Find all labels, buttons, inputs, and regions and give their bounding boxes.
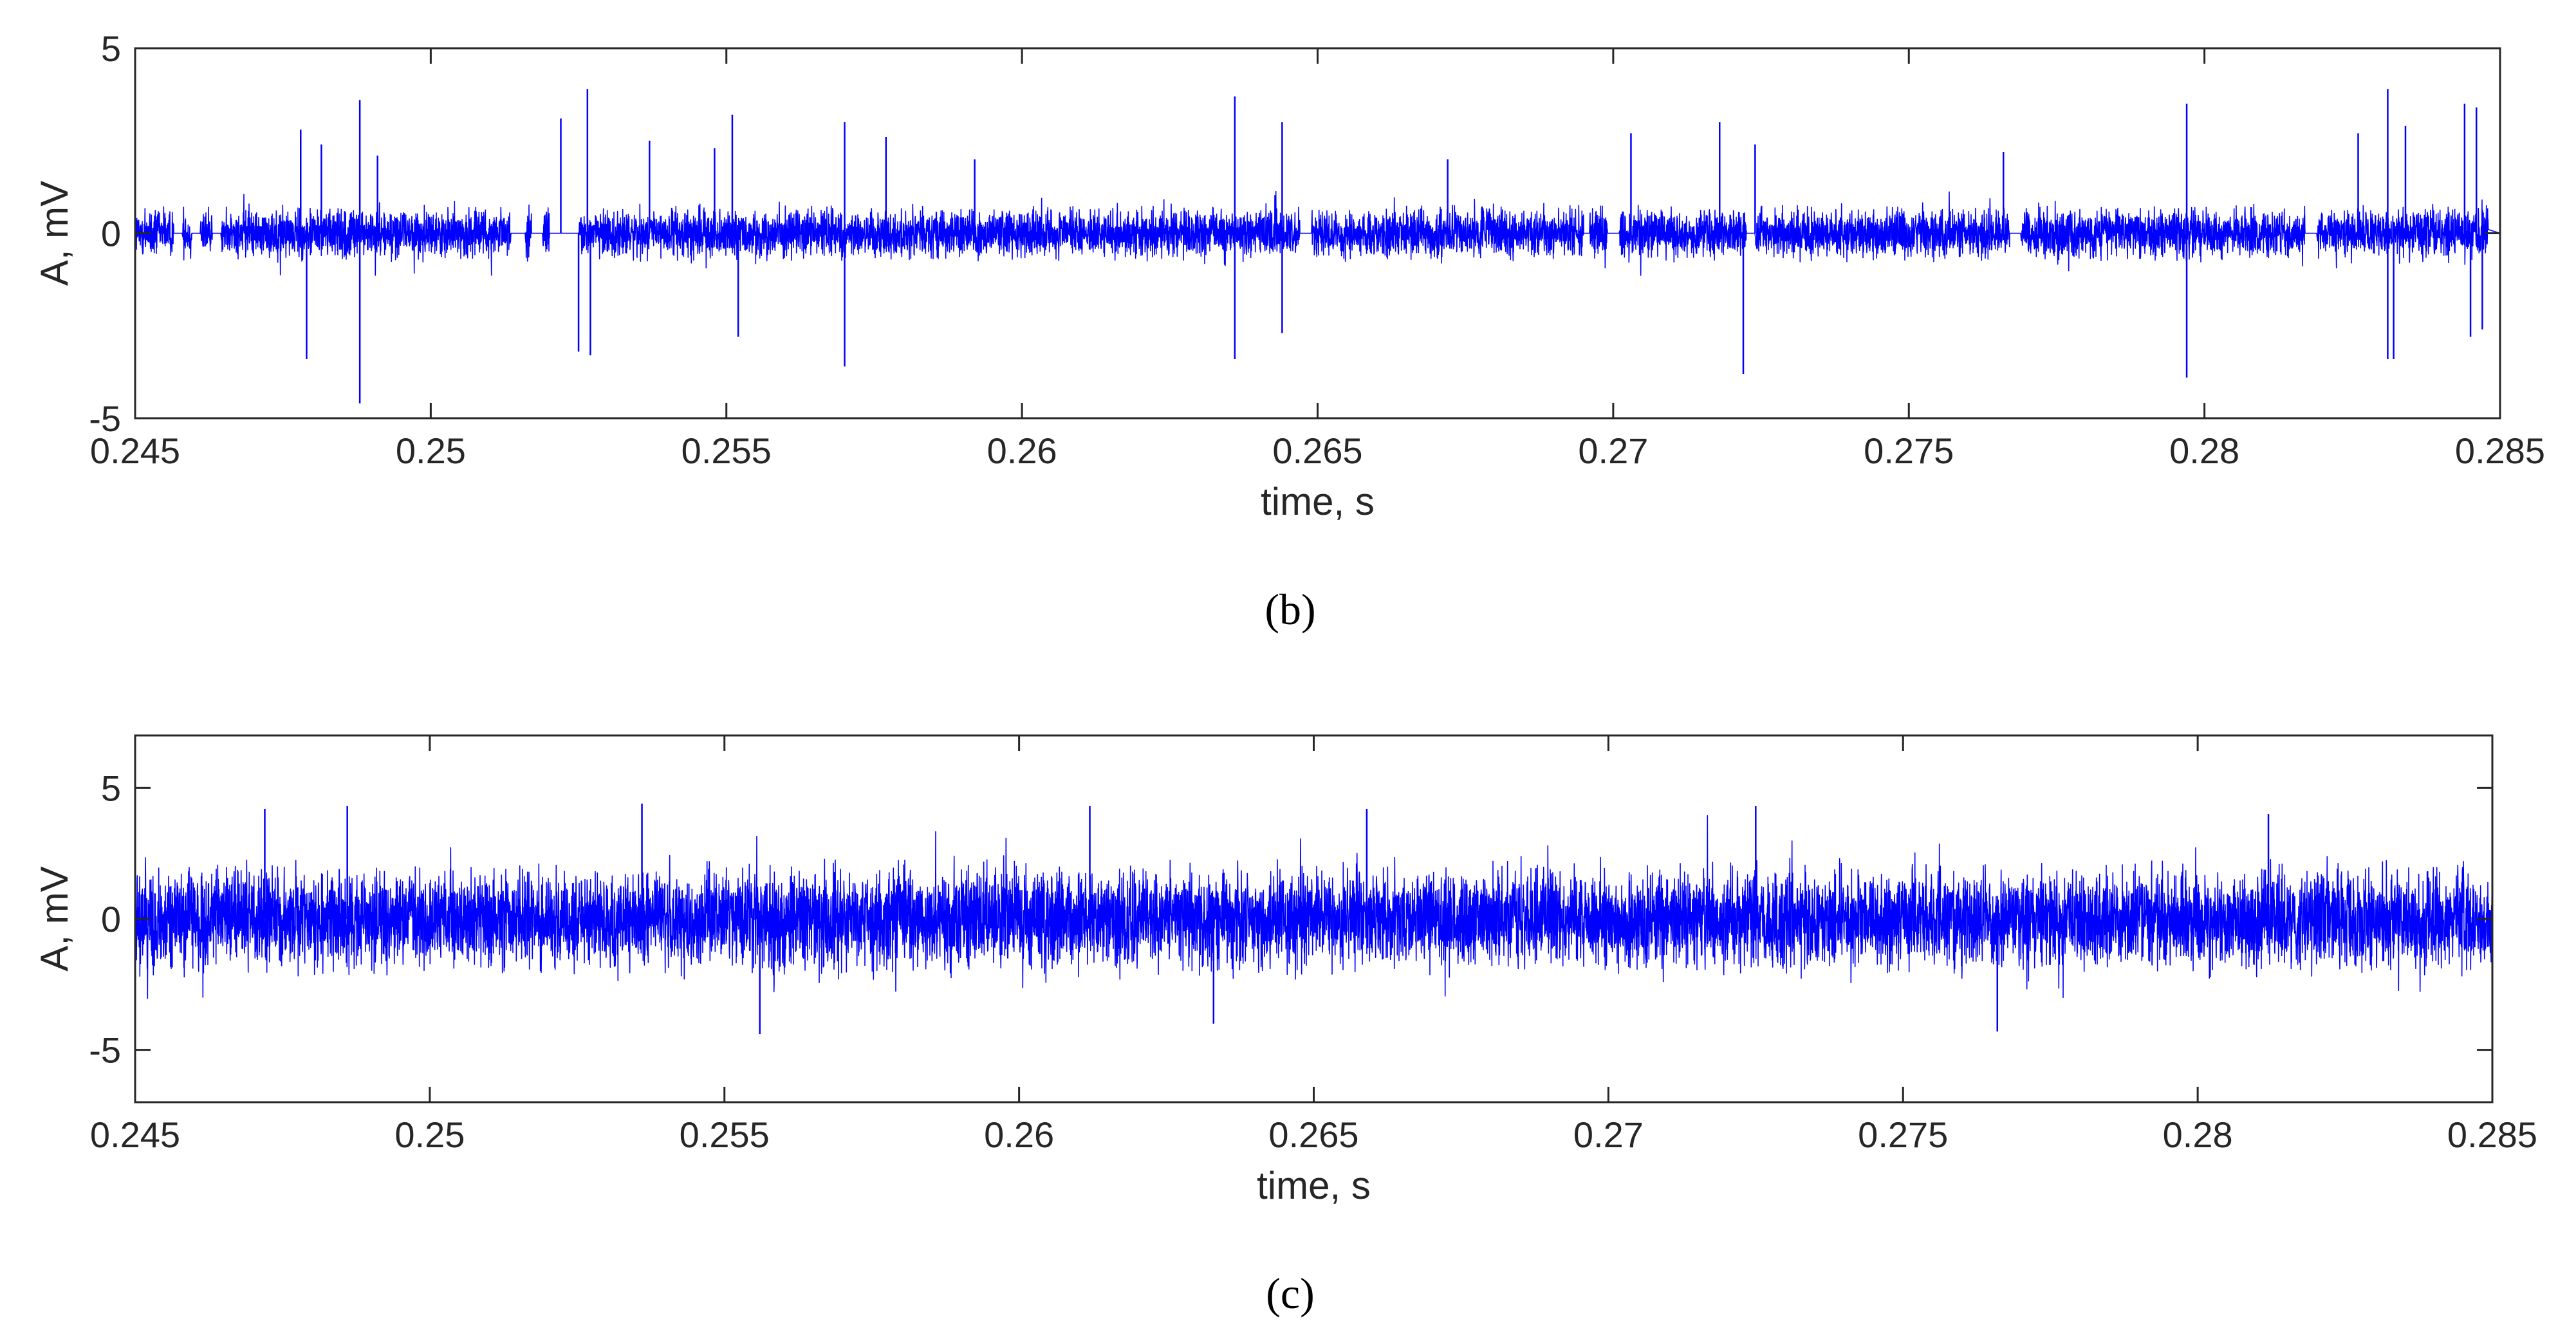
x-tick-label-c-5: 0.27	[1573, 1114, 1644, 1155]
y-axis-label-c: A, mV	[33, 866, 76, 971]
y-tick-label-b-2: 5	[101, 28, 121, 69]
x-tick-label-c-3: 0.26	[984, 1114, 1054, 1155]
y-axis-label-b: A, mV	[33, 181, 76, 286]
panel-caption-b: (b)	[1265, 585, 1315, 634]
x-tick-label-b-6: 0.275	[1864, 430, 1954, 471]
y-tick-label-c-2: 5	[101, 768, 121, 808]
x-axis-label-b: time, s	[1261, 480, 1375, 523]
chart-panel-b: 0.245 0.25 0.255 0.26 0.265 0.27 0.275 0.28 0.28…	[33, 28, 2545, 634]
x-tick-label-c-6: 0.275	[1858, 1114, 1948, 1155]
y-axis-ticks-b: -5 0 5	[89, 28, 2500, 439]
x-tick-label-b-5: 0.27	[1578, 430, 1648, 471]
y-tick-label-b-0: -5	[89, 398, 121, 439]
x-tick-label-b-7: 0.28	[2169, 430, 2239, 471]
x-tick-label-c-1: 0.25	[394, 1114, 465, 1155]
x-tick-label-c-7: 0.28	[2163, 1114, 2233, 1155]
x-tick-label-c-2: 0.255	[680, 1114, 770, 1155]
x-axis-ticks-b: 0.245 0.25 0.255 0.26 0.265 0.27 0.275 0.28 0.28…	[90, 48, 2545, 471]
x-axis-ticks-c: 0.245 0.25 0.255 0.26 0.265 0.27 0.275 0.28 0.28…	[90, 735, 2537, 1155]
x-tick-label-b-8: 0.285	[2455, 430, 2545, 471]
y-axis-ticks-c: -5 0 5	[89, 768, 2492, 1071]
y-tick-label-c-0: -5	[89, 1030, 121, 1071]
signal-series-b	[134, 89, 2501, 403]
y-tick-label-c-1: 0	[101, 899, 121, 939]
x-tick-label-b-1: 0.25	[396, 430, 466, 471]
x-tick-label-c-4: 0.265	[1268, 1114, 1358, 1155]
signal-line-c	[134, 815, 2494, 999]
chart-panel-c: 0.245 0.25 0.255 0.26 0.265 0.27 0.275 0.28 0.28…	[33, 734, 2537, 1318]
x-tick-label-b-4: 0.265	[1272, 430, 1362, 471]
x-tick-label-b-2: 0.255	[681, 430, 772, 471]
panel-caption-c: (c)	[1266, 1269, 1314, 1318]
signal-line-b	[134, 190, 2501, 276]
x-tick-label-c-8: 0.285	[2447, 1114, 2537, 1155]
x-tick-label-c-0: 0.245	[90, 1114, 180, 1155]
x-tick-label-b-3: 0.26	[987, 430, 1057, 471]
x-tick-label-b-0: 0.245	[90, 430, 180, 471]
y-tick-label-b-1: 0	[101, 214, 121, 254]
signal-series-c	[134, 803, 2494, 1035]
x-axis-label-c: time, s	[1257, 1164, 1371, 1207]
